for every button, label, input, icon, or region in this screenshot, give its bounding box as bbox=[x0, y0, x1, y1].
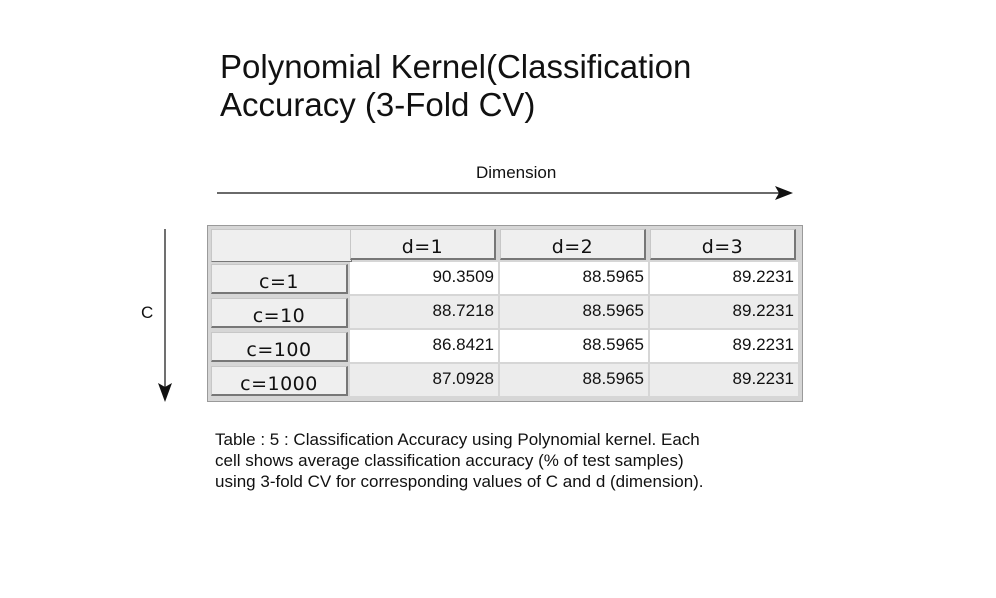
caption-line-3: using 3-fold CV for corresponding values… bbox=[215, 472, 704, 491]
c-axis-label: C bbox=[141, 303, 154, 322]
table-caption: Table : 5 : Classification Accuracy usin… bbox=[215, 429, 815, 492]
row-header-c100[interactable]: c=100 bbox=[211, 332, 348, 362]
table-cell[interactable]: 88.5965 bbox=[500, 296, 648, 328]
table-cell[interactable]: 88.5965 bbox=[500, 330, 648, 362]
title-line-2: Accuracy (3-Fold CV) bbox=[220, 86, 536, 123]
table-cell[interactable]: 89.2231 bbox=[650, 262, 798, 294]
row-header-c1000[interactable]: c=1000 bbox=[211, 366, 348, 396]
caption-line-1: Table : 5 : Classification Accuracy usin… bbox=[215, 430, 700, 449]
column-header-d2[interactable]: d=2 bbox=[500, 229, 646, 260]
column-header-d3[interactable]: d=3 bbox=[650, 229, 796, 260]
table-cell[interactable]: 88.5965 bbox=[500, 364, 648, 396]
row-header-c1[interactable]: c=1 bbox=[211, 264, 348, 294]
table-cell[interactable]: 89.2231 bbox=[650, 330, 798, 362]
table-cell[interactable]: 90.3509 bbox=[350, 262, 498, 294]
c-arrow-icon bbox=[158, 229, 172, 402]
table-cell[interactable]: 89.2231 bbox=[650, 296, 798, 328]
caption-line-2: cell shows average classification accura… bbox=[215, 451, 684, 470]
table-cell[interactable]: 87.0928 bbox=[350, 364, 498, 396]
table-corner-header bbox=[211, 229, 352, 262]
page-title: Polynomial Kernel(Classification Accurac… bbox=[220, 48, 840, 124]
column-header-d1[interactable]: d=1 bbox=[350, 229, 496, 260]
table-cell[interactable]: 88.7218 bbox=[350, 296, 498, 328]
table-cell[interactable]: 86.8421 bbox=[350, 330, 498, 362]
table-cell[interactable]: 88.5965 bbox=[500, 262, 648, 294]
accuracy-table: d=1 d=2 d=3 c=1 90.3509 88.5965 89.2231 … bbox=[207, 225, 803, 402]
dimension-axis-label: Dimension bbox=[476, 163, 557, 182]
dimension-arrow-icon bbox=[217, 186, 793, 200]
row-header-c10[interactable]: c=10 bbox=[211, 298, 348, 328]
title-line-1: Polynomial Kernel(Classification bbox=[220, 48, 692, 85]
table-cell[interactable]: 89.2231 bbox=[650, 364, 798, 396]
